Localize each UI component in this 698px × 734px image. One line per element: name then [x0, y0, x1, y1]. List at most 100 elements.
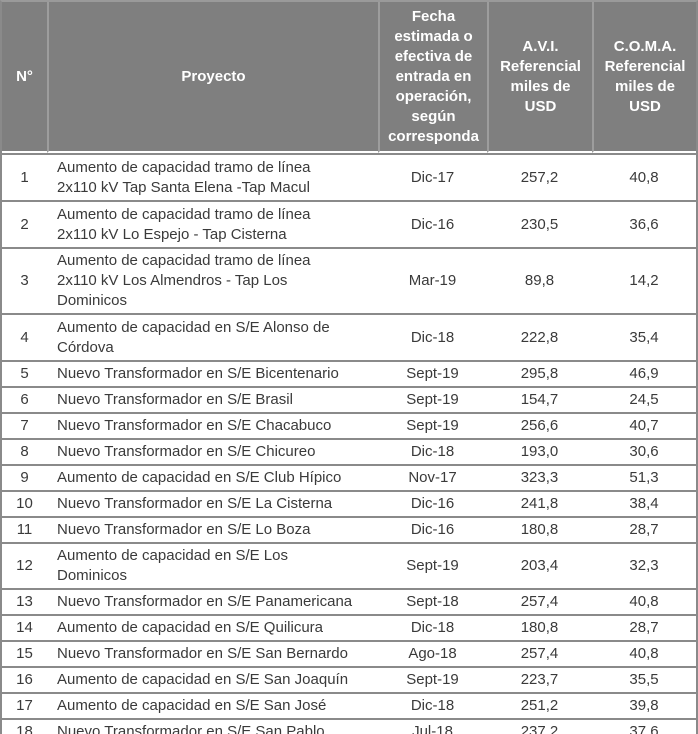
cell-number: 8 [2, 438, 47, 464]
cell-avi: 154,7 [487, 386, 592, 412]
cell-coma: 40,8 [592, 588, 696, 614]
cell-coma: 40,8 [592, 640, 696, 666]
cell-coma: 28,7 [592, 614, 696, 640]
table-row: 13 Nuevo Transformador en S/E Panamerica… [2, 588, 696, 614]
header-proyecto: Proyecto [47, 2, 378, 153]
cell-number: 13 [2, 588, 47, 614]
cell-avi: 251,2 [487, 692, 592, 718]
cell-number: 12 [2, 542, 47, 588]
cell-proyecto: Aumento de capacidad en S/E Club Hípico [47, 464, 378, 490]
cell-number: 6 [2, 386, 47, 412]
cell-fecha: Dic-17 [378, 153, 487, 200]
cell-coma: 38,4 [592, 490, 696, 516]
cell-number: 16 [2, 666, 47, 692]
table-row: 14 Aumento de capacidad en S/E Quilicura… [2, 614, 696, 640]
cell-proyecto: Nuevo Transformador en S/E Chacabuco [47, 412, 378, 438]
cell-fecha: Dic-18 [378, 313, 487, 360]
table-row: 7 Nuevo Transformador en S/E Chacabuco S… [2, 412, 696, 438]
cell-coma: 51,3 [592, 464, 696, 490]
table-row: 3 Aumento de capacidad tramo de línea 2x… [2, 247, 696, 313]
cell-avi: 203,4 [487, 542, 592, 588]
cell-coma: 37,6 [592, 718, 696, 734]
cell-avi: 89,8 [487, 247, 592, 313]
cell-proyecto: Nuevo Transformador en S/E Brasil [47, 386, 378, 412]
cell-avi: 295,8 [487, 360, 592, 386]
table-row: 1 Aumento de capacidad tramo de línea 2x… [2, 153, 696, 200]
cell-number: 4 [2, 313, 47, 360]
table-row: 16 Aumento de capacidad en S/E San Joaqu… [2, 666, 696, 692]
cell-number: 9 [2, 464, 47, 490]
header-fecha-operacion: Fecha estimada o efectiva de entrada en … [378, 2, 487, 153]
cell-proyecto: Aumento de capacidad tramo de línea 2x11… [47, 247, 378, 313]
cell-fecha: Dic-16 [378, 490, 487, 516]
cell-proyecto: Aumento de capacidad en S/E San Joaquín [47, 666, 378, 692]
cell-avi: 237,2 [487, 718, 592, 734]
cell-number: 2 [2, 200, 47, 247]
cell-fecha: Sept-19 [378, 666, 487, 692]
cell-proyecto: Aumento de capacidad en S/E San José [47, 692, 378, 718]
cell-number: 1 [2, 153, 47, 200]
cell-number: 7 [2, 412, 47, 438]
cell-proyecto: Aumento de capacidad en S/E Alonso de Có… [47, 313, 378, 360]
table-row: 12 Aumento de capacidad en S/E Los Domin… [2, 542, 696, 588]
cell-avi: 223,7 [487, 666, 592, 692]
cell-avi: 180,8 [487, 614, 592, 640]
cell-coma: 35,4 [592, 313, 696, 360]
cell-avi: 222,8 [487, 313, 592, 360]
cell-fecha: Sept-19 [378, 542, 487, 588]
cell-avi: 257,4 [487, 640, 592, 666]
cell-fecha: Nov-17 [378, 464, 487, 490]
cell-fecha: Ago-18 [378, 640, 487, 666]
cell-avi: 323,3 [487, 464, 592, 490]
cell-fecha: Sept-19 [378, 386, 487, 412]
table-row: 18 Nuevo Transformador en S/E San Pablo … [2, 718, 696, 734]
cell-fecha: Jul-18 [378, 718, 487, 734]
cell-fecha: Mar-19 [378, 247, 487, 313]
cell-proyecto: Nuevo Transformador en S/E Lo Boza [47, 516, 378, 542]
cell-number: 17 [2, 692, 47, 718]
table-row: 10 Nuevo Transformador en S/E La Cistern… [2, 490, 696, 516]
cell-number: 5 [2, 360, 47, 386]
table-row: 8 Nuevo Transformador en S/E Chicureo Di… [2, 438, 696, 464]
cell-avi: 256,6 [487, 412, 592, 438]
cell-number: 15 [2, 640, 47, 666]
cell-avi: 230,5 [487, 200, 592, 247]
cell-number: 14 [2, 614, 47, 640]
cell-avi: 241,8 [487, 490, 592, 516]
cell-fecha: Dic-18 [378, 692, 487, 718]
cell-coma: 35,5 [592, 666, 696, 692]
cell-fecha: Dic-16 [378, 200, 487, 247]
cell-number: 10 [2, 490, 47, 516]
cell-proyecto: Nuevo Transformador en S/E San Bernardo [47, 640, 378, 666]
table-row: 4 Aumento de capacidad en S/E Alonso de … [2, 313, 696, 360]
cell-avi: 257,2 [487, 153, 592, 200]
header-number: N° [2, 2, 47, 153]
cell-coma: 40,8 [592, 153, 696, 200]
cell-proyecto: Aumento de capacidad en S/E Quilicura [47, 614, 378, 640]
table-row: 2 Aumento de capacidad tramo de línea 2x… [2, 200, 696, 247]
cell-proyecto: Nuevo Transformador en S/E Bicentenario [47, 360, 378, 386]
cell-fecha: Sept-19 [378, 360, 487, 386]
cell-proyecto: Aumento de capacidad en S/E Los Dominico… [47, 542, 378, 588]
cell-fecha: Dic-18 [378, 438, 487, 464]
cell-number: 3 [2, 247, 47, 313]
header-coma-referencial: C.O.M.A. Referencial miles de USD [592, 2, 696, 153]
cell-coma: 40,7 [592, 412, 696, 438]
cell-proyecto: Nuevo Transformador en S/E San Pablo [47, 718, 378, 734]
cell-fecha: Dic-16 [378, 516, 487, 542]
cell-fecha: Dic-18 [378, 614, 487, 640]
cell-coma: 32,3 [592, 542, 696, 588]
table-row: 6 Nuevo Transformador en S/E Brasil Sept… [2, 386, 696, 412]
cell-proyecto: Nuevo Transformador en S/E Chicureo [47, 438, 378, 464]
cell-proyecto: Nuevo Transformador en S/E La Cisterna [47, 490, 378, 516]
cell-coma: 30,6 [592, 438, 696, 464]
cell-avi: 257,4 [487, 588, 592, 614]
table-row: 15 Nuevo Transformador en S/E San Bernar… [2, 640, 696, 666]
table-row: 9 Aumento de capacidad en S/E Club Hípic… [2, 464, 696, 490]
cell-proyecto: Aumento de capacidad tramo de línea 2x11… [47, 200, 378, 247]
header-row: N° Proyecto Fecha estimada o efectiva de… [2, 2, 696, 153]
cell-coma: 36,6 [592, 200, 696, 247]
table-row: 17 Aumento de capacidad en S/E San José … [2, 692, 696, 718]
